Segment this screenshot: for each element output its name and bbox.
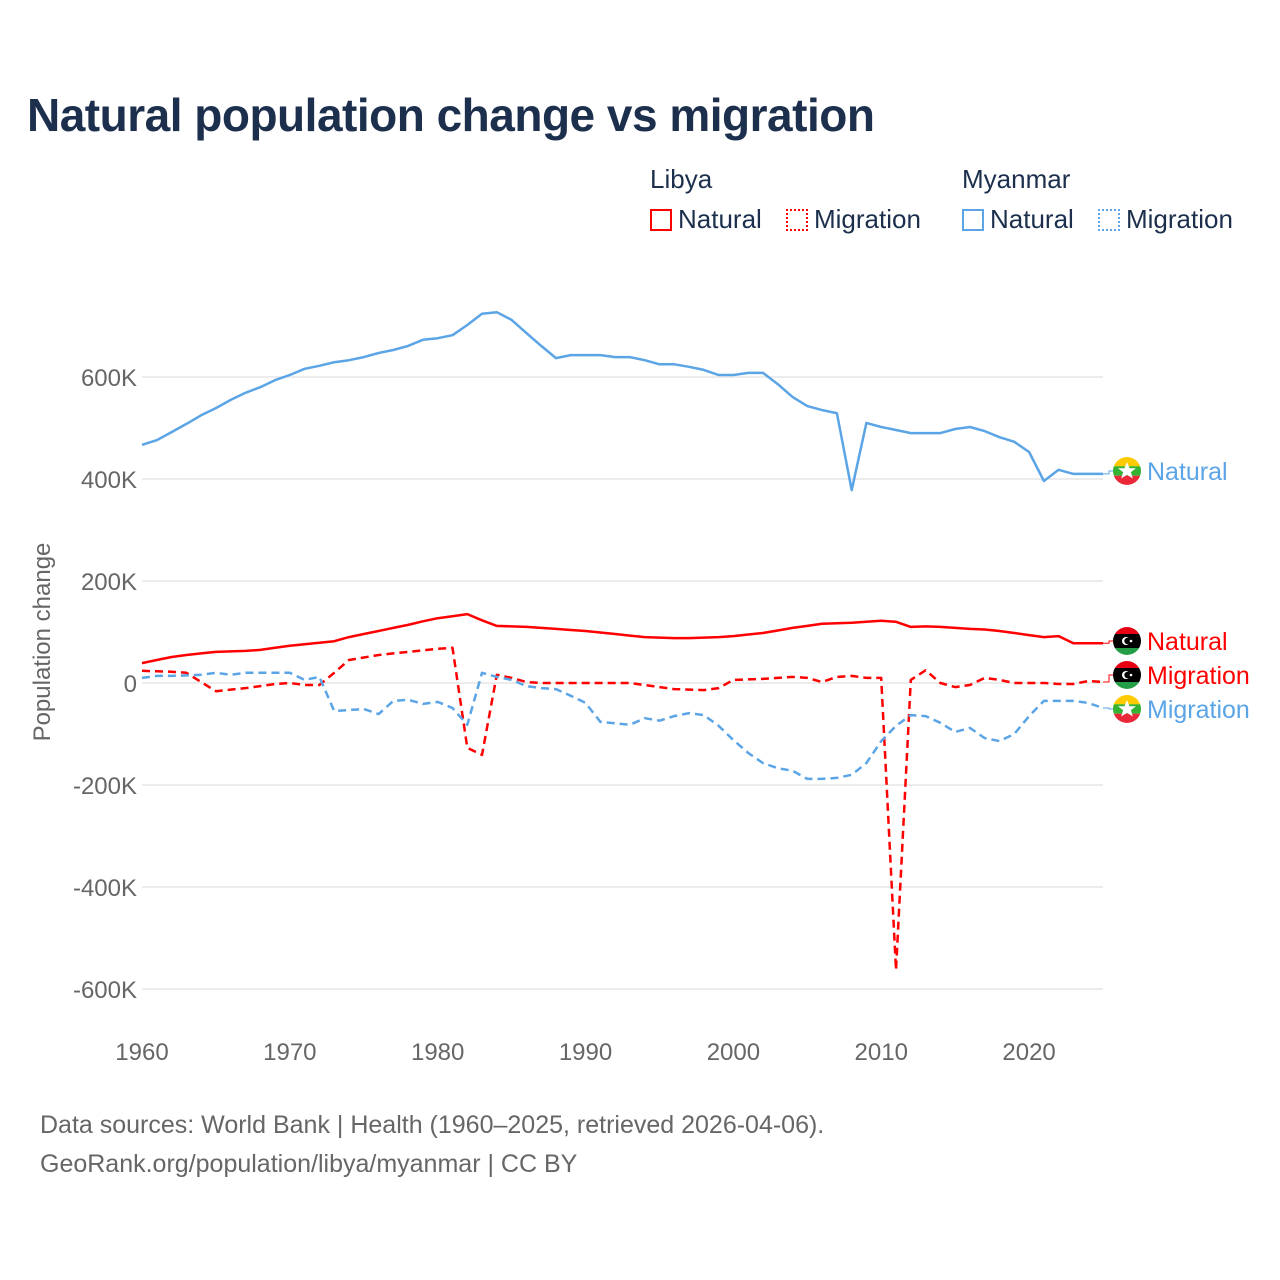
- x-tick-label: 1960: [115, 1039, 168, 1066]
- leader-line: [1103, 470, 1113, 475]
- x-tick-label: 1980: [411, 1039, 464, 1066]
- series-line-libya-natural[interactable]: [141, 612, 1103, 665]
- end-label-libya-natural: Natural: [1147, 628, 1228, 656]
- legend-label: Natural: [990, 204, 1074, 234]
- chart-title: Natural population change vs migration: [27, 89, 875, 141]
- y-tick-label: -200K: [73, 773, 137, 800]
- y-tick-label: 600K: [81, 365, 137, 392]
- leader-line: [1103, 674, 1113, 683]
- legend-swatch-solid-icon: [962, 208, 984, 231]
- x-tick-label: 2010: [855, 1039, 908, 1066]
- legend-swatch-solid-icon: [650, 208, 672, 231]
- y-axis-label: Population change: [29, 543, 56, 742]
- legend-swatch-dotted-icon: [1098, 208, 1120, 231]
- leader-line: [1103, 640, 1113, 644]
- flag-myanmar-icon: [1113, 457, 1141, 485]
- y-tick-label: -400K: [73, 875, 137, 902]
- flag-libya-icon: [1113, 627, 1141, 655]
- legend-libya-natural[interactable]: Natural: [650, 204, 762, 235]
- series-line-libya-migration[interactable]: [141, 646, 1104, 972]
- legend-myanmar-migration[interactable]: Migration: [1098, 204, 1233, 235]
- y-tick-label: -600K: [73, 977, 137, 1004]
- legend-label: Natural: [678, 204, 762, 234]
- x-tick-label: 1970: [263, 1039, 316, 1066]
- legend-swatch-dotted-icon: [786, 208, 808, 231]
- x-tick-label: 1990: [559, 1039, 612, 1066]
- end-label-myanmar-natural: Natural: [1147, 458, 1228, 486]
- flag-myanmar-icon: [1113, 695, 1141, 723]
- legend-label: Migration: [814, 204, 921, 234]
- x-tick-label: 2020: [1002, 1039, 1055, 1066]
- end-label-myanmar-migration: Migration: [1147, 696, 1250, 724]
- legend-group-myanmar: Myanmar: [962, 164, 1071, 194]
- legend-libya-migration[interactable]: Migration: [786, 204, 921, 235]
- y-tick-label: 0: [124, 671, 137, 698]
- footer: Data sources: World Bank | Health (1960–…: [40, 1106, 824, 1184]
- series-line-myanmar-migration[interactable]: [141, 671, 1104, 781]
- end-label-libya-migration: Migration: [1147, 662, 1250, 690]
- legend-group-libya: Libya: [650, 164, 713, 194]
- footer-link[interactable]: GeoRank.org/population/libya/myanmar | C…: [40, 1150, 578, 1178]
- series-line-myanmar-natural[interactable]: [141, 310, 1103, 492]
- footer-sources: Data sources: World Bank | Health (1960–…: [40, 1111, 825, 1139]
- y-tick-label: 400K: [81, 467, 137, 494]
- legend-myanmar-natural[interactable]: Natural: [962, 204, 1074, 235]
- leader-line: [1103, 707, 1113, 710]
- x-tick-label: 2000: [707, 1039, 760, 1066]
- flag-libya-icon: [1113, 661, 1141, 689]
- legend-label: Migration: [1126, 204, 1233, 234]
- y-tick-label: 200K: [81, 569, 137, 596]
